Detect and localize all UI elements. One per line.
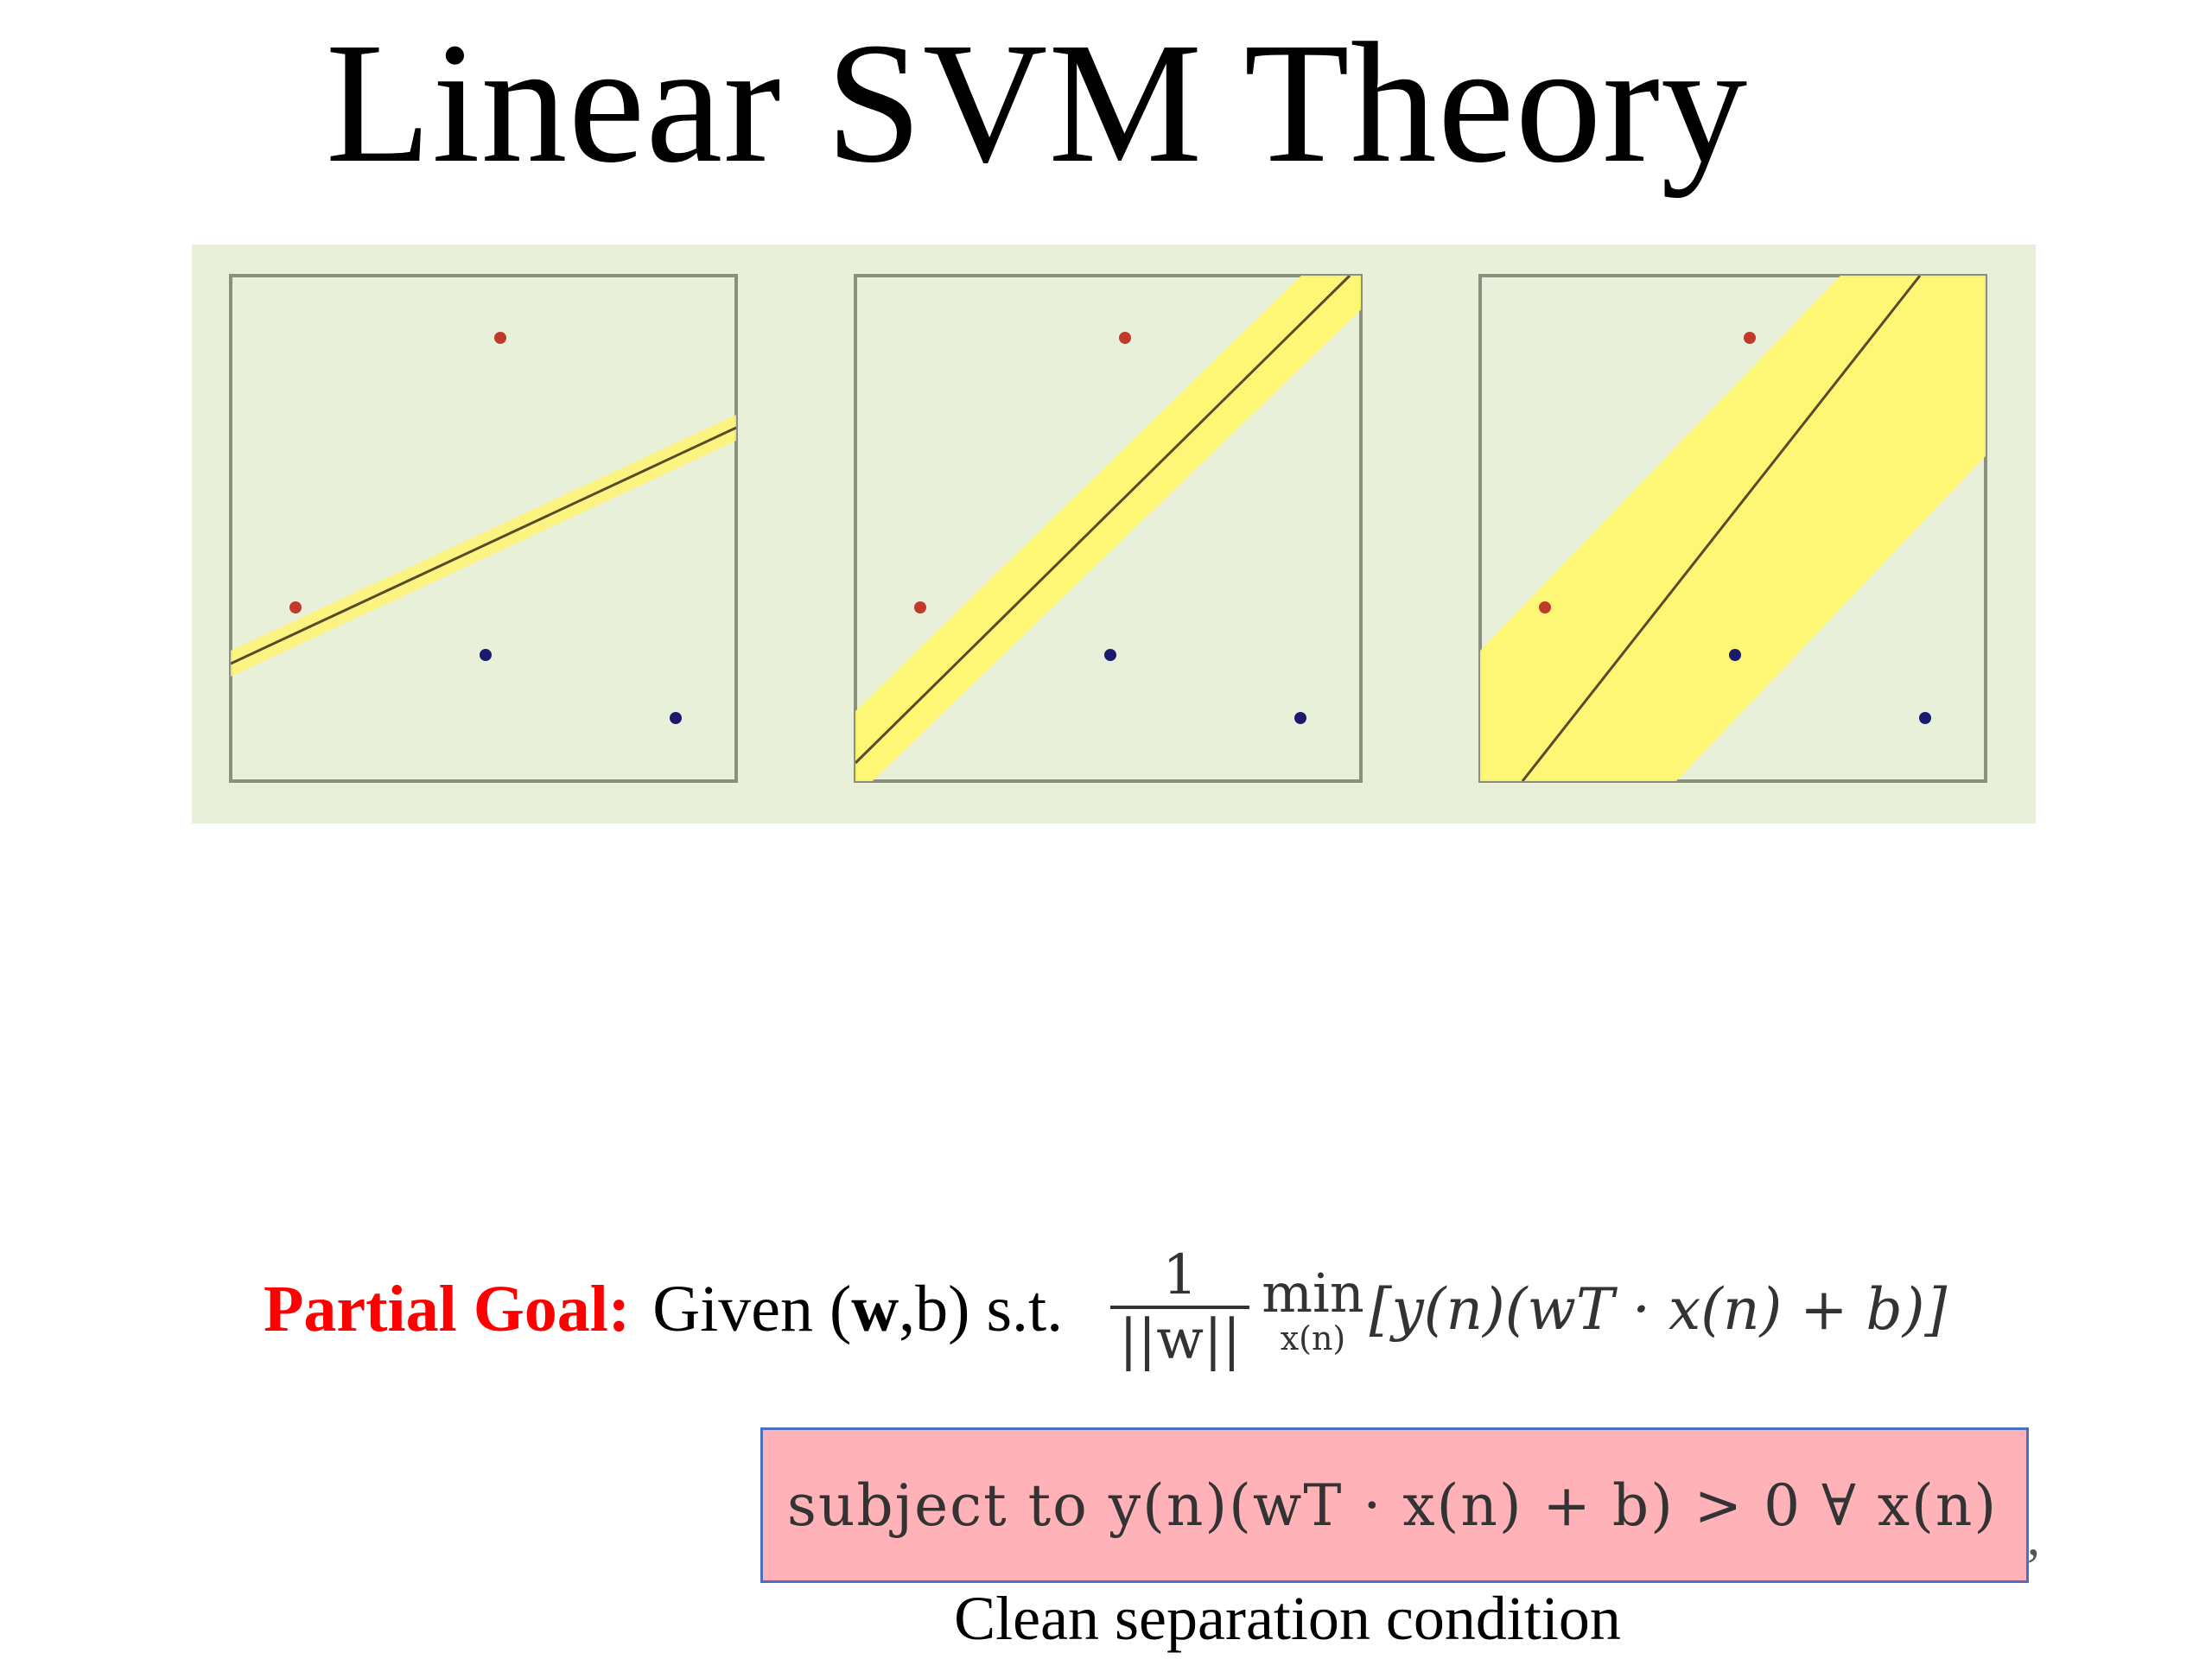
decision-boundary	[231, 426, 736, 665]
negative-point	[670, 712, 682, 724]
decision-boundary	[1521, 276, 1922, 781]
panel-medium-margin	[854, 274, 1363, 783]
margin-band	[1480, 276, 1986, 781]
negative-point	[1104, 649, 1116, 661]
weight-vector: w	[851, 1272, 899, 1345]
svm-margin-panels	[229, 274, 1987, 783]
constraint-text: subject to y(n)(wT · x(n) + b) > 0 ∀ x(n…	[787, 1471, 1999, 1539]
partial-goal-label: Partial Goal:	[264, 1272, 631, 1345]
svm-margin-figure	[192, 245, 2036, 823]
min-operator: min x(n)	[1262, 1262, 1364, 1357]
positive-point	[289, 601, 302, 613]
negative-point	[480, 649, 492, 661]
slide-title: Linear SVM Theory	[325, 8, 1749, 199]
positive-point	[1539, 601, 1551, 613]
negative-point	[1729, 649, 1741, 661]
partial-goal-statement: Partial Goal: Given (w,b) s.t. 1 ||w|| m…	[264, 1236, 1947, 1382]
positive-point	[914, 601, 926, 613]
panel-wide-margin	[1478, 274, 1987, 783]
constraint-trailing-comma: ,	[2027, 1509, 2040, 1566]
fraction-numerator: 1	[1162, 1243, 1198, 1307]
min-subscript: x(n)	[1280, 1319, 1346, 1357]
goal-given-text: Given (w,b) s.t.	[652, 1272, 1063, 1347]
given-suffix: ,b) s.t.	[899, 1272, 1064, 1345]
min-label: min	[1262, 1261, 1364, 1325]
margin-band	[855, 276, 1361, 781]
caption: Clean separation condition	[954, 1584, 1621, 1653]
negative-point	[1919, 712, 1931, 724]
panel-thin-margin	[229, 274, 738, 783]
decision-boundary	[855, 276, 1351, 765]
normalization-fraction: 1 ||w||	[1110, 1243, 1250, 1373]
positive-point	[494, 332, 506, 344]
fraction-bar	[1110, 1306, 1250, 1310]
given-prefix: Given (	[652, 1272, 852, 1345]
fraction-denominator: ||w||	[1119, 1308, 1242, 1373]
margin-expression: [y(n)(wT · x(n) + b)]	[1369, 1275, 1948, 1343]
panel-frame	[229, 274, 738, 783]
positive-point	[1119, 332, 1131, 344]
negative-point	[1294, 712, 1306, 724]
positive-point	[1744, 332, 1756, 344]
constraint-box: subject to y(n)(wT · x(n) + b) > 0 ∀ x(n…	[760, 1427, 2029, 1583]
